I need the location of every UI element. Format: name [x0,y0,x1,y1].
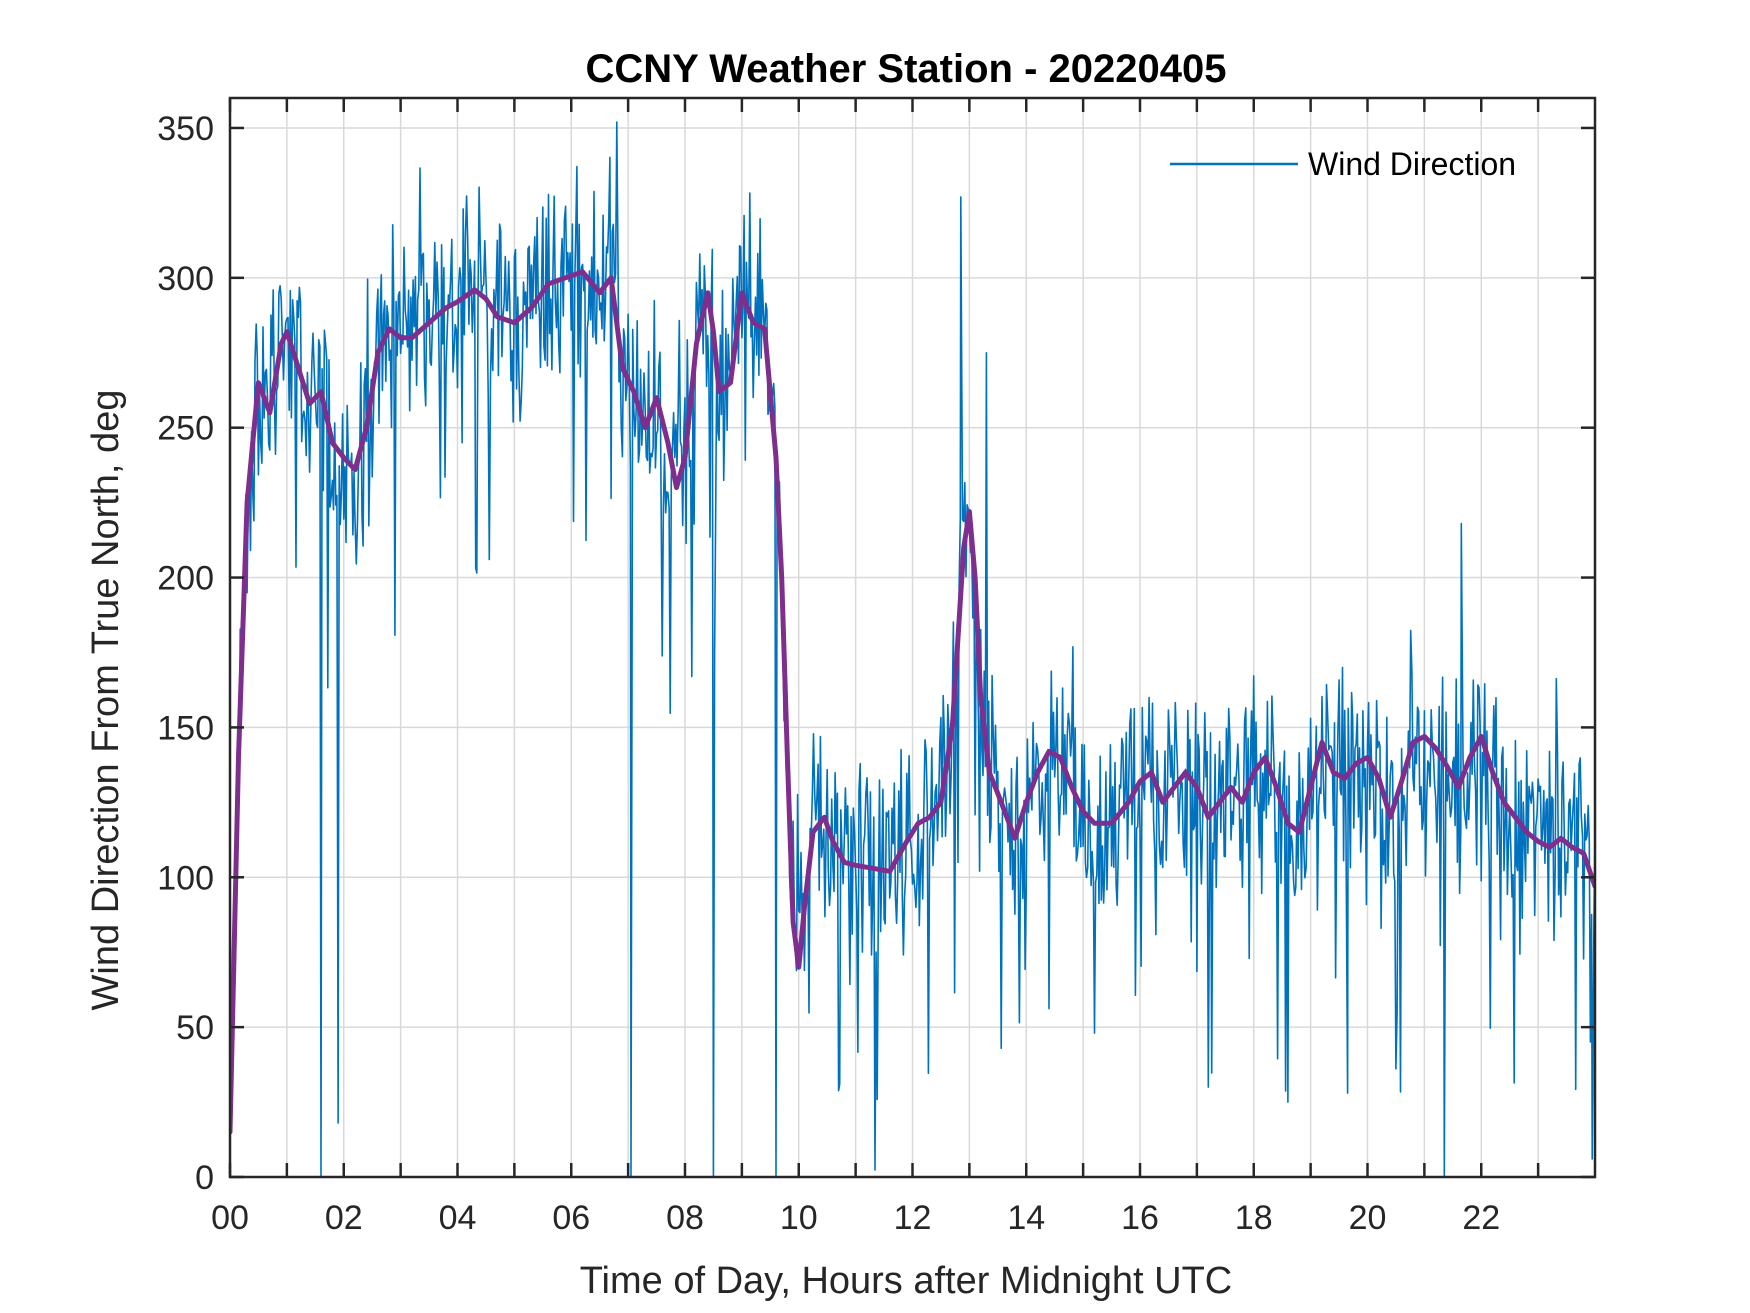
x-tick-label: 04 [439,1199,477,1237]
x-tick-label: 12 [894,1199,932,1237]
x-tick-label: 10 [780,1199,818,1237]
y-tick-label: 50 [176,1009,214,1047]
x-tick-label: 02 [325,1199,363,1237]
series-line-smoothed-wind-direction [230,269,1595,1135]
y-tick-label: 350 [157,110,214,148]
y-tick-label: 200 [157,560,214,598]
axes: 00 02 04 06 08 10 12 14 16 18 20 22 0 50 100 150 200 250 3… [157,96,1597,1237]
x-tick-label: 08 [666,1199,704,1237]
y-tick-label: 300 [157,260,214,298]
series-line-wind-direction [230,121,1595,1177]
legend: Wind Direction [1170,146,1516,182]
y-tick-label: 100 [157,859,214,897]
legend-label-wind-direction: Wind Direction [1308,146,1516,182]
x-axis-label: Time of Day, Hours after Midnight UTC [580,1260,1233,1302]
plot-area [230,121,1595,1177]
x-tick-label: 22 [1462,1199,1500,1237]
chart-title: CCNY Weather Station - 20220405 [586,47,1227,91]
x-tick-label: 18 [1235,1199,1273,1237]
y-tick-label: 150 [157,709,214,747]
y-axis-label: Wind Direction From True North, deg [85,390,127,1011]
y-tick-label: 250 [157,410,214,448]
x-tick-label: 06 [552,1199,590,1237]
y-tick-label: 0 [195,1159,214,1197]
x-tick-label: 00 [211,1199,249,1237]
x-tick-label: 16 [1121,1199,1159,1237]
x-tick-label: 14 [1007,1199,1045,1237]
x-tick-label: 20 [1349,1199,1387,1237]
